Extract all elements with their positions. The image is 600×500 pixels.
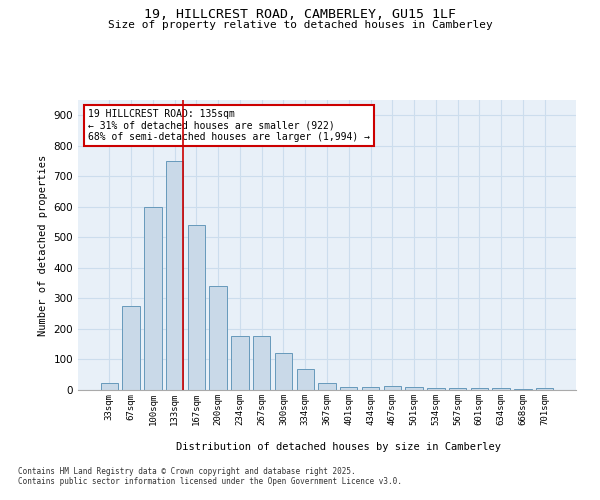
Bar [406,387,423,390]
Bar [101,384,118,390]
Bar [362,387,379,390]
Bar [231,336,248,390]
Bar [536,388,553,390]
Bar [493,388,510,390]
Bar [188,225,205,390]
Text: Contains public sector information licensed under the Open Government Licence v3: Contains public sector information licen… [18,478,402,486]
Y-axis label: Number of detached properties: Number of detached properties [38,154,48,336]
Bar [470,388,488,390]
Bar [427,388,445,390]
Text: 19 HILLCREST ROAD: 135sqm
← 31% of detached houses are smaller (922)
68% of semi: 19 HILLCREST ROAD: 135sqm ← 31% of detac… [88,108,370,142]
Bar [383,386,401,390]
Bar [296,368,314,390]
Text: Size of property relative to detached houses in Camberley: Size of property relative to detached ho… [107,20,493,30]
Text: 19, HILLCREST ROAD, CAMBERLEY, GU15 1LF: 19, HILLCREST ROAD, CAMBERLEY, GU15 1LF [144,8,456,20]
Text: Distribution of detached houses by size in Camberley: Distribution of detached houses by size … [176,442,502,452]
Bar [318,384,336,390]
Bar [449,388,466,390]
Bar [514,389,532,390]
Bar [209,286,227,390]
Bar [275,354,292,390]
Bar [340,387,358,390]
Bar [144,207,161,390]
Text: Contains HM Land Registry data © Crown copyright and database right 2025.: Contains HM Land Registry data © Crown c… [18,468,356,476]
Bar [166,161,184,390]
Bar [253,336,271,390]
Bar [122,306,140,390]
